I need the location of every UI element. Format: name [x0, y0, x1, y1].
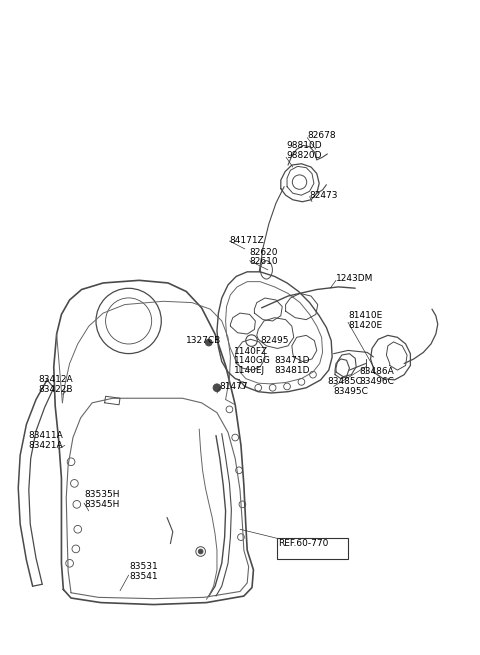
- Text: 82620: 82620: [250, 248, 278, 257]
- Text: 98810D: 98810D: [286, 141, 322, 150]
- Text: REF.60-770: REF.60-770: [278, 539, 329, 548]
- Text: 84171Z: 84171Z: [229, 236, 264, 245]
- Text: 83411A: 83411A: [29, 431, 63, 440]
- Text: 83495C: 83495C: [334, 386, 369, 396]
- Text: 83541: 83541: [130, 572, 158, 581]
- Circle shape: [205, 339, 212, 346]
- Text: 83486A: 83486A: [359, 367, 394, 376]
- Text: 83421A: 83421A: [29, 441, 63, 450]
- Text: 1243DM: 1243DM: [336, 274, 373, 283]
- Text: 82473: 82473: [310, 191, 338, 200]
- Text: 83471D: 83471D: [275, 356, 310, 365]
- Text: 81477: 81477: [220, 382, 249, 391]
- Text: 1140EJ: 1140EJ: [234, 366, 265, 375]
- Circle shape: [198, 549, 203, 554]
- Text: 83535H: 83535H: [84, 490, 120, 499]
- Text: 82610: 82610: [250, 257, 278, 267]
- Text: 83481D: 83481D: [275, 366, 310, 375]
- Text: 1140GG: 1140GG: [234, 356, 271, 365]
- Text: 1327CB: 1327CB: [186, 336, 221, 345]
- Text: 82495: 82495: [260, 336, 288, 345]
- Text: 83412A: 83412A: [38, 375, 73, 384]
- Text: 81410E: 81410E: [348, 311, 382, 320]
- Text: 83422B: 83422B: [38, 385, 73, 394]
- Text: 98820D: 98820D: [286, 151, 322, 160]
- Text: 83531: 83531: [130, 562, 158, 571]
- Text: 83545H: 83545H: [84, 500, 120, 509]
- Text: 83496C: 83496C: [359, 377, 394, 386]
- Bar: [277, 538, 348, 559]
- Text: 82678: 82678: [307, 131, 336, 140]
- Text: 81420E: 81420E: [348, 321, 382, 330]
- Text: 1140FZ: 1140FZ: [234, 346, 268, 356]
- Text: 83485C: 83485C: [328, 377, 363, 386]
- Circle shape: [213, 384, 221, 392]
